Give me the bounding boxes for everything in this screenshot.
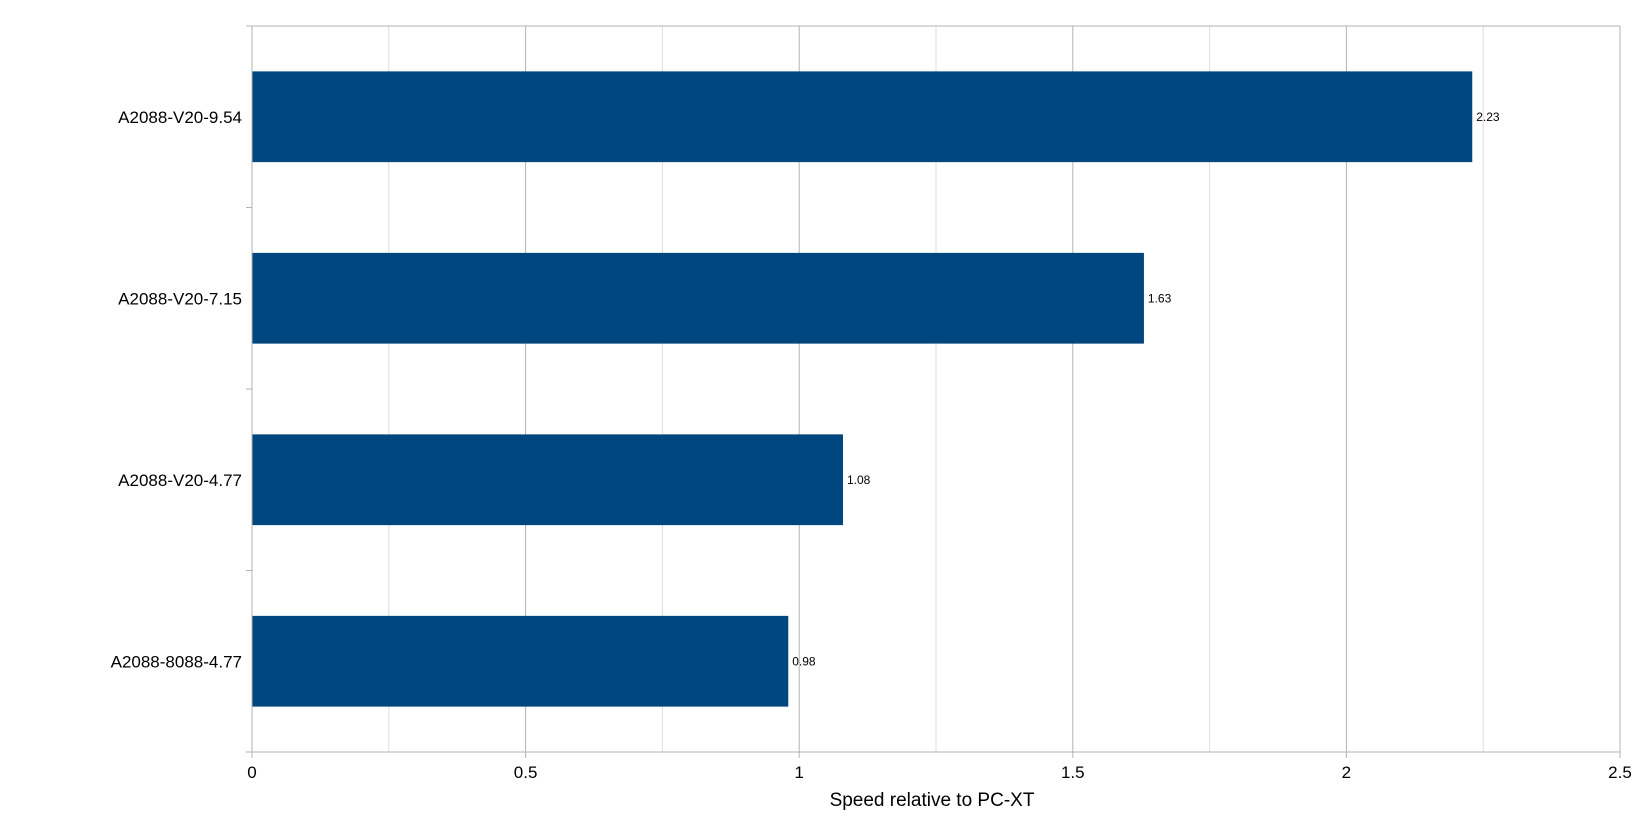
x-tick-label: 0.5 bbox=[514, 763, 538, 782]
x-tick-label: 2 bbox=[1342, 763, 1351, 782]
x-tick-label: 2.5 bbox=[1608, 763, 1632, 782]
x-tick-label: 1 bbox=[794, 763, 803, 782]
data-label-A2088-V20-9.54: 2.23 bbox=[1476, 110, 1500, 124]
bars bbox=[252, 71, 1473, 707]
bar-A2088-V20-4.77 bbox=[252, 434, 843, 526]
data-label-A2088-V20-4.77: 1.08 bbox=[847, 473, 871, 487]
bar-A2088-V20-7.15 bbox=[252, 252, 1144, 344]
bar-A2088-8088-4.77 bbox=[252, 615, 789, 707]
x-tick-label: 0 bbox=[247, 763, 256, 782]
category-label: A2088-V20-4.77 bbox=[118, 471, 242, 490]
category-label: A2088-V20-9.54 bbox=[118, 108, 242, 127]
axes bbox=[246, 25, 1620, 753]
x-axis-title: Speed relative to PC-XT bbox=[830, 790, 1035, 811]
category-label: A2088-8088-4.77 bbox=[111, 652, 242, 671]
x-tick-label: 1.5 bbox=[1061, 763, 1085, 782]
data-label-A2088-V20-7.15: 1.63 bbox=[1148, 291, 1172, 305]
bar-A2088-V20-9.54 bbox=[252, 71, 1473, 163]
labels: 2.23 A2088-V20-9.54 1.63 A2088-V20-7.15 1.08… bbox=[111, 108, 1632, 782]
data-label-A2088-8088-4.77: 0.98 bbox=[792, 654, 816, 668]
category-label: A2088-V20-7.15 bbox=[118, 289, 242, 308]
